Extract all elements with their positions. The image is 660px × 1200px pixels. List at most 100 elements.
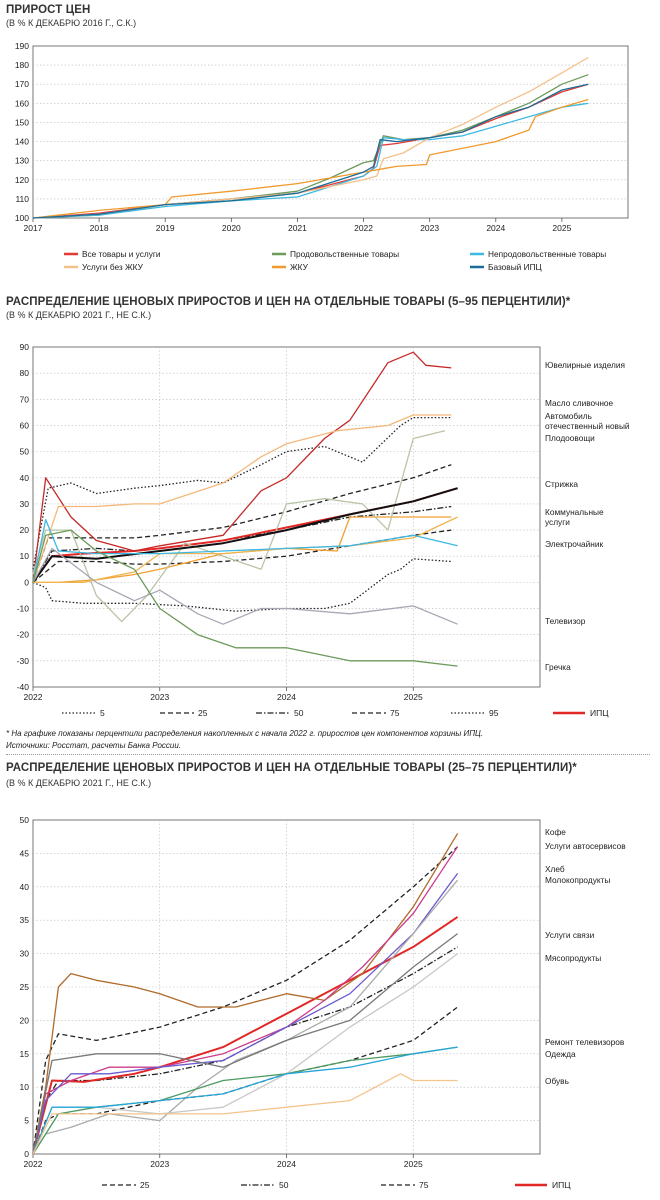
legend-label: 75 [419,1180,429,1190]
series-line-75 [32,846,459,1155]
series-line-жку [32,98,589,219]
y-tick-label: -30 [17,656,30,666]
series-label: Гречка [545,662,571,672]
plot-frame [32,45,629,219]
x-tick-label: 2025 [404,692,423,702]
x-tick-label: 2023 [420,223,439,233]
y-tick-label: -20 [17,630,30,640]
legend-label: 95 [489,708,499,718]
legend-label: 25 [198,708,208,718]
series-line-гречка [32,529,458,667]
legend-label: 5 [100,708,105,718]
y-tick-label: -10 [17,604,30,614]
series-label: Кофе [545,827,566,837]
series-line-25 [32,529,452,583]
y-tick-label: 150 [15,117,29,127]
series-label: Автомобиль [545,411,592,421]
x-tick-label: 2017 [24,223,43,233]
series-label: Масло сливочное [545,398,614,408]
chart2-plot: -40 -30 -20 -10 0 10 20 30 40 50 60 70 80 90 2022 2023 2… [17,342,630,718]
x-tick-label: 2025 [404,1159,423,1169]
y-tick-label: 45 [20,848,30,858]
series-line-одежда [32,1046,458,1155]
y-tick-label: 40 [20,882,30,892]
series-line-услуги-автосервисов [32,846,459,1155]
x-tick-label: 2025 [552,223,571,233]
series-label: Хлеб [545,864,565,874]
y-tick-label: 0 [24,577,29,587]
chart3-subtitle: (В % К ДЕКАБРЮ 2021 Г., НЕ С.К.) [6,778,152,788]
series-line-кофе [32,833,459,1155]
divider [6,754,650,755]
series-label: Одежда [545,1049,576,1059]
series-line-обувь [32,1073,458,1155]
y-tick-label: 100 [15,213,29,223]
legend-label: 50 [294,708,304,718]
chart1-subtitle: (В % К ДЕКАБРЮ 2016 Г., С.К.) [6,18,137,28]
y-tick-label: 5 [24,1116,29,1126]
y-tick-label: 70 [20,394,30,404]
legend-label: Базовый ИПЦ [488,262,542,272]
series-line-базовый-ипц [32,83,589,219]
x-tick-label: 2022 [24,1159,43,1169]
series-label: Стрижка [545,479,578,489]
x-tick-label: 2019 [156,223,175,233]
legend-label: Продовольственные товары [290,249,399,259]
series-line-хлеб [32,873,459,1155]
y-tick-label: 50 [20,447,30,457]
series-label: Обувь [545,1076,569,1086]
y-tick-label: 15 [20,1049,30,1059]
y-tick-label: 0 [24,1149,29,1159]
y-tick-label: 10 [20,551,30,561]
series-label: Коммунальные [545,507,604,517]
y-tick-label: 40 [20,473,30,483]
y-tick-label: 120 [15,175,29,185]
source-note: Источники: Росстат, расчеты Банка России… [6,741,182,750]
legend-label: 75 [390,708,400,718]
series-label: Услуги автосервисов [545,841,626,851]
series-label: Плодоовощи [545,433,595,443]
y-tick-label: 10 [20,1082,30,1092]
series-line-50 [32,946,458,1155]
legend-label: ЖКУ [290,262,309,272]
chart1-title: ПРИРОСТ ЦЕН [6,4,91,16]
y-tick-label: -40 [17,682,30,692]
legend-label: Все товары и услуги [82,249,161,259]
y-tick-label: 170 [15,79,29,89]
series-label: Ювелирные изделия [545,360,625,370]
y-tick-label: 35 [20,915,30,925]
chart3-title: РАСПРЕДЕЛЕНИЕ ЦЕНОВЫХ ПРИРОСТОВ И ЦЕН НА… [6,762,577,774]
y-tick-label: 25 [20,982,30,992]
x-tick-label: 2022 [24,692,43,702]
series-label: Телевизор [545,616,586,626]
chart1-plot: 100 110 120 130 140 150 160 170 180 190 2017 2018 20… [15,41,629,272]
series-label: отечественный новый [545,421,630,431]
series-label: Электрочайник [545,539,604,549]
y-tick-label: 160 [15,98,29,108]
legend-label: 25 [140,1180,150,1190]
y-tick-label: 190 [15,41,29,51]
series-line-непродовольственные-товары [32,102,589,219]
y-tick-label: 90 [20,342,30,352]
series-label: Молокопродукты [545,875,610,885]
x-tick-label: 2024 [277,692,296,702]
series-line-ремонт-телевизоров [32,1046,458,1155]
series-line-стрижка [32,487,458,583]
series-line-75 [32,464,452,583]
x-tick-label: 2023 [150,1159,169,1169]
y-tick-label: 60 [20,420,30,430]
legend-label: Непродовольственные товары [488,249,606,259]
x-tick-label: 2023 [150,692,169,702]
series-line-ювелирные-изделия [32,351,452,583]
y-tick-label: 20 [20,525,30,535]
legend-label: Услуги без ЖКУ [82,262,144,272]
series-line-телевизор [32,547,458,625]
series-line-услуги-связи [32,933,458,1155]
legend-label: ИПЦ [590,708,609,718]
series-label: Мясопродукты [545,953,601,963]
y-tick-label: 50 [20,815,30,825]
x-tick-label: 2024 [277,1159,296,1169]
x-tick-label: 2018 [90,223,109,233]
y-tick-label: 30 [20,949,30,959]
